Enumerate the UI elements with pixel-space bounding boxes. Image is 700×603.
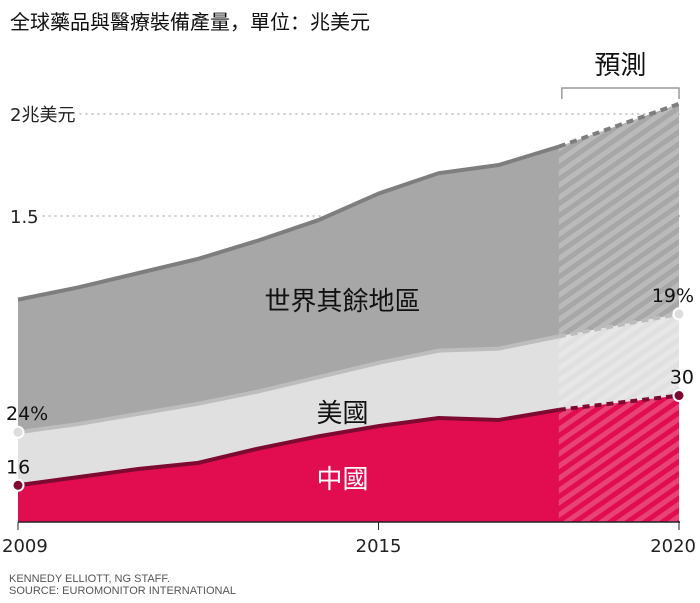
x-tick-label: 2015 bbox=[356, 536, 402, 557]
x-tick-label: 2009 bbox=[2, 536, 48, 557]
credits: KENNEDY ELLIOTT, NG STAFF. SOURCE: EUROM… bbox=[9, 573, 236, 597]
series-label: 世界其餘地區 bbox=[264, 287, 420, 317]
chart-title: 全球藥品與醫療裝備產量，單位：兆美元 bbox=[10, 10, 370, 34]
annotation-label: 16 bbox=[6, 456, 30, 478]
credit-author: KENNEDY ELLIOTT, NG STAFF. bbox=[9, 573, 170, 585]
area-中國 bbox=[18, 395, 679, 522]
line-中國 bbox=[17, 407, 560, 488]
forecast-bracket bbox=[561, 87, 680, 99]
forecast-label: 預測 bbox=[594, 51, 646, 81]
annotation-dot bbox=[11, 425, 25, 439]
annotation-dot bbox=[672, 389, 686, 403]
annotation-dot bbox=[11, 478, 25, 492]
annotation-label: 24% bbox=[6, 403, 48, 425]
x-tick-label: 2020 bbox=[650, 536, 696, 557]
line-世界其餘地區 bbox=[17, 144, 560, 302]
line-美國 bbox=[17, 334, 560, 435]
forecast-line-世界其餘地區 bbox=[558, 101, 680, 149]
series-label: 美國 bbox=[316, 399, 368, 429]
forecast-line-美國 bbox=[558, 311, 680, 339]
forecast-line-中國 bbox=[558, 393, 680, 412]
area-美國 bbox=[18, 313, 679, 486]
annotation-label: 30 bbox=[670, 367, 694, 389]
annotation-label: 19% bbox=[652, 285, 694, 307]
y-tick-label: 2兆美元 bbox=[10, 105, 75, 126]
series-label: 中國 bbox=[316, 465, 368, 495]
credit-source: SOURCE: EUROMONITOR INTERNATIONAL bbox=[9, 585, 236, 597]
annotation-dot bbox=[672, 307, 686, 321]
area-世界其餘地區 bbox=[18, 103, 679, 433]
y-tick-label: 1.5 bbox=[10, 207, 39, 228]
forecast-hatch bbox=[558, 103, 679, 523]
